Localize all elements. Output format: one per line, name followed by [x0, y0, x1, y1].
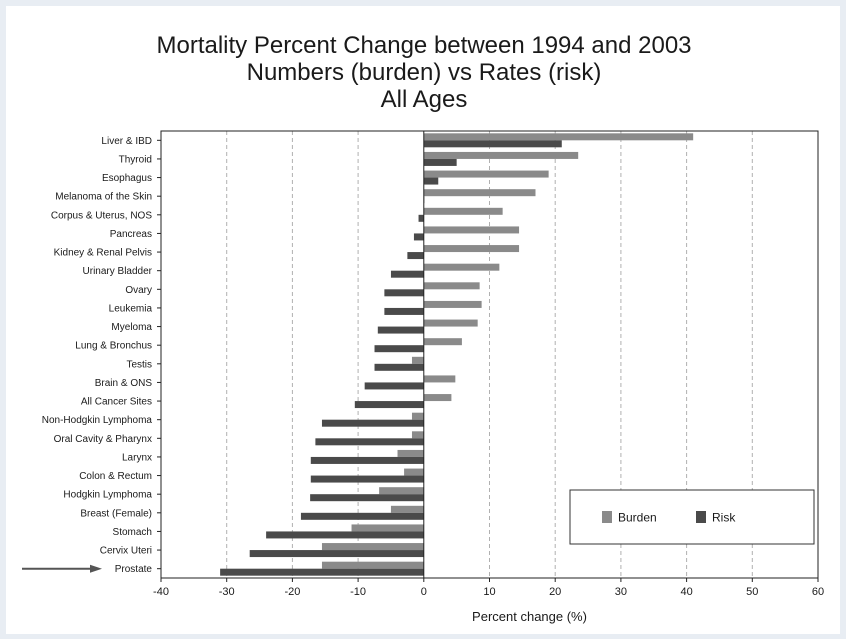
legend-swatch-risk	[696, 511, 706, 523]
bar-risk	[423, 140, 562, 148]
category-label: Melanoma of the Skin	[55, 192, 152, 203]
category-label: Cervix Uteri	[100, 546, 152, 557]
category-label: Leukemia	[109, 303, 153, 314]
bar-risk	[418, 214, 424, 222]
highlight-arrow	[22, 564, 102, 573]
chart-title-line-1: Mortality Percent Change between 1994 an…	[156, 32, 691, 59]
bar-burden	[397, 449, 424, 457]
chart-frame: Mortality Percent Change between 1994 an…	[6, 6, 840, 634]
category-label: Kidney & Renal Pelvis	[54, 248, 152, 259]
bar-burden	[423, 226, 520, 234]
bar-burden	[423, 319, 478, 327]
bar-burden	[423, 245, 520, 253]
bar-burden	[423, 189, 536, 197]
bar-risk	[423, 177, 439, 185]
bar-burden	[411, 412, 424, 420]
category-label: Non-Hodgkin Lymphoma	[42, 415, 153, 426]
bar-risk	[310, 494, 424, 502]
bar-burden	[423, 338, 462, 346]
bar-burden	[321, 543, 424, 551]
bar-risk	[364, 382, 424, 390]
bar-burden	[321, 561, 424, 569]
bar-burden	[404, 468, 424, 476]
category-label: All Cancer Sites	[81, 397, 152, 408]
bar-risk	[310, 456, 424, 464]
mortality-bar-chart: Mortality Percent Change between 1994 an…	[22, 32, 824, 624]
legend-swatch-burden	[602, 511, 612, 523]
category-label: Prostate	[115, 564, 153, 575]
legend-label-risk: Risk	[712, 511, 736, 525]
bar-risk	[354, 401, 424, 409]
bar-risk	[249, 550, 424, 558]
bar-risk	[384, 289, 424, 297]
bar-risk	[315, 438, 424, 446]
bar-burden	[423, 282, 480, 290]
bar-risk	[377, 326, 424, 334]
category-label: Esophagus	[102, 173, 152, 184]
x-tick-label: 60	[812, 586, 824, 598]
bar-burden	[423, 170, 549, 178]
category-label: Ovary	[125, 285, 152, 296]
category-label: Liver & IBD	[101, 136, 152, 147]
category-label: Stomach	[113, 527, 152, 538]
chart-title-line-2: Numbers (burden) vs Rates (risk)	[247, 59, 602, 86]
bar-burden	[390, 505, 424, 513]
category-label: Thyroid	[119, 154, 152, 165]
bar-burden	[423, 133, 694, 141]
legend-label-burden: Burden	[618, 511, 657, 525]
category-label: Testis	[126, 359, 152, 370]
category-label: Breast (Female)	[80, 508, 152, 519]
bar-risk	[266, 531, 424, 539]
x-tick-label: -20	[284, 586, 300, 598]
category-label: Lung & Bronchus	[75, 341, 152, 352]
bar-burden	[423, 263, 500, 271]
x-tick-label: 30	[615, 586, 627, 598]
bar-risk	[374, 345, 424, 353]
bar-burden	[379, 487, 424, 495]
x-axis-label: Percent change (%)	[472, 609, 587, 624]
x-tick-label: 40	[680, 586, 692, 598]
category-label: Pancreas	[110, 229, 152, 240]
category-label: Brain & ONS	[95, 378, 153, 389]
x-tick-label: -10	[350, 586, 366, 598]
bar-risk	[390, 270, 424, 278]
bar-risk	[407, 252, 424, 260]
bar-risk	[321, 419, 424, 427]
category-label: Urinary Bladder	[83, 266, 153, 277]
bar-risk	[220, 568, 424, 576]
bar-burden	[423, 375, 456, 383]
bar-burden	[423, 300, 482, 308]
x-tick-label: 10	[483, 586, 495, 598]
bar-burden	[351, 524, 424, 532]
x-tick-label: 20	[549, 586, 561, 598]
bar-burden	[411, 356, 424, 364]
x-tick-label: 50	[746, 586, 758, 598]
bar-burden	[423, 151, 579, 159]
bar-burden	[411, 431, 424, 439]
x-tick-label: -30	[219, 586, 235, 598]
category-label: Larynx	[122, 452, 152, 463]
category-label: Colon & Rectum	[79, 471, 152, 482]
bar-risk	[310, 475, 424, 483]
category-label: Oral Cavity & Pharynx	[54, 434, 152, 445]
bar-burden	[423, 207, 503, 215]
bar-risk	[413, 233, 424, 241]
bar-burden	[423, 394, 452, 402]
bar-risk	[374, 363, 424, 371]
category-label: Corpus & Uterus, NOS	[51, 210, 152, 221]
category-label: Myeloma	[111, 322, 152, 333]
category-label: Hodgkin Lymphoma	[63, 490, 152, 501]
bar-risk	[384, 307, 424, 315]
x-tick-label: 0	[421, 586, 427, 598]
x-tick-label: -40	[153, 586, 169, 598]
bar-risk	[423, 158, 457, 166]
chart-title-line-3: All Ages	[381, 86, 468, 113]
arrow-head	[90, 564, 102, 573]
bar-risk	[300, 512, 424, 520]
